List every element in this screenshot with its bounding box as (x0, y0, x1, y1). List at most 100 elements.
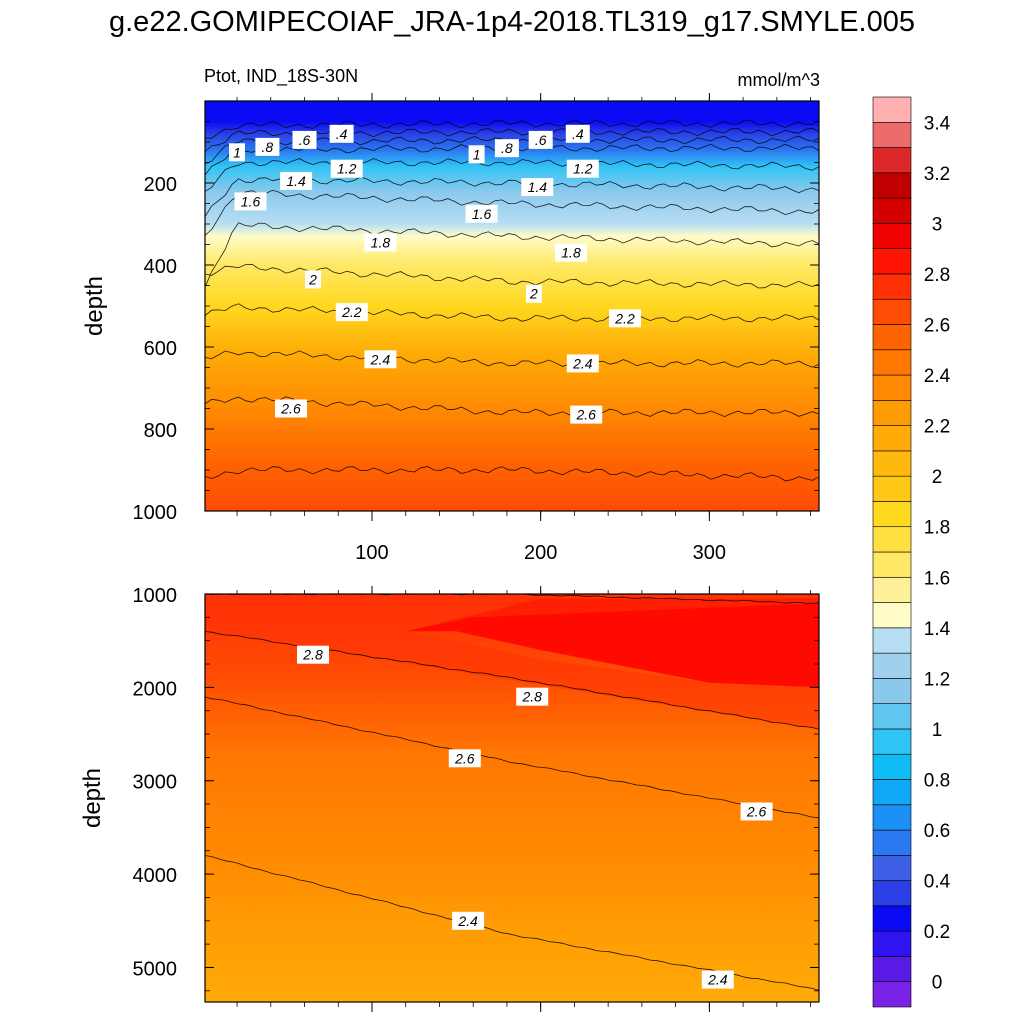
contour-label-text: 2.8 (521, 689, 542, 705)
contour-label-text: 2.2 (614, 310, 635, 326)
colorbar-swatch (872, 855, 912, 881)
contour-label-box (565, 124, 590, 143)
colorbar-label: 1.6 (924, 568, 950, 589)
colorbar-swatch (872, 425, 912, 452)
contour-label-text: 1 (233, 144, 241, 160)
colorbar-swatch (872, 576, 912, 603)
colorbar-label: 0.6 (924, 821, 950, 842)
contour-line-1.8 (205, 222, 819, 288)
colorbar-swatch (872, 273, 912, 300)
contour-label: 2.2 (335, 303, 368, 322)
contour-label: .8 (255, 137, 280, 156)
y-tick-label: 600 (144, 338, 177, 360)
contour-label: .8 (494, 139, 519, 158)
contour-label-text: 2.4 (370, 351, 391, 367)
contour-label-text: 2 (529, 286, 538, 302)
contour-label-text: 1 (473, 146, 481, 162)
contour-label-box (234, 192, 267, 211)
contour-label-box (468, 145, 485, 164)
colorbar-swatch (872, 880, 912, 907)
y-tick-label: 4000 (133, 865, 178, 887)
colorbar-label: 0.8 (924, 771, 950, 792)
colorbar-swatch (872, 172, 912, 199)
colorbar-label: 1 (932, 720, 943, 741)
contour-label: 1.4 (280, 171, 313, 190)
contour-label-text: 2.4 (572, 355, 593, 371)
contour-label-box (305, 270, 321, 289)
upper-field (205, 101, 819, 511)
contour-label-box (255, 137, 280, 156)
contour-label-box (740, 802, 773, 821)
contour-label-box (329, 124, 354, 143)
colorbar-label: 0 (932, 973, 943, 994)
contour-label-text: .8 (501, 140, 513, 156)
colorbar-swatch (872, 703, 912, 730)
contour-label: 1.2 (330, 159, 363, 178)
contour-label: 1.8 (364, 233, 397, 252)
colorbar-swatch (872, 96, 912, 123)
contour-label: 1.4 (521, 178, 554, 197)
contour-label: 1 (229, 143, 245, 162)
contour-label: 1.6 (234, 192, 267, 211)
contour-label: .6 (292, 130, 317, 149)
contour-label-box (280, 171, 313, 190)
colorbar-swatch (872, 450, 912, 477)
contour-label-box (465, 204, 498, 223)
lower-ylabel: depth (79, 768, 106, 828)
x-tick-label: 100 (355, 542, 388, 564)
colorbar-label: 3.2 (924, 164, 950, 185)
contour-label-box (521, 178, 554, 197)
contour-label: 2.2 (609, 309, 641, 328)
colorbar-label: 2.2 (924, 417, 950, 438)
x-tick-label: 200 (524, 542, 557, 564)
colorbar-swatch (872, 652, 912, 679)
contour-label-text: 2.6 (454, 750, 475, 766)
colorbar-label: 3 (932, 214, 943, 235)
colorbar-swatch (872, 248, 912, 275)
contour-label-text: 2.4 (457, 913, 478, 929)
contour-label-text: 2.6 (280, 401, 301, 417)
colorbar-swatch (872, 981, 912, 1008)
lower-panel: 2.82.82.62.62.42.4 10002000300040005000 … (79, 585, 820, 1012)
y-tick-label: 1000 (133, 502, 178, 524)
units-label: mmol/m^3 (737, 70, 820, 90)
contour-line-2.4 (205, 350, 819, 368)
colorbar-swatch (872, 804, 912, 831)
contour-label: 2.8 (516, 687, 549, 706)
contour-label-box (555, 243, 587, 262)
contour-label-box (364, 350, 397, 369)
contour-label: 2.6 (448, 749, 481, 768)
contour-label-text: .6 (299, 132, 311, 148)
contour-line-2.8 (205, 466, 819, 482)
y-tick-label: 2000 (133, 678, 178, 700)
contour-label-box (335, 303, 368, 322)
contour-label: .4 (565, 124, 590, 143)
lower-frame (204, 593, 820, 1003)
colorbar-label: 1.2 (924, 669, 950, 690)
contour-line-1.6 (205, 189, 819, 236)
colorbar-swatch (872, 678, 912, 704)
y-tick-label: 400 (144, 256, 177, 278)
contour-label-box (229, 143, 245, 162)
contour-label-box (528, 130, 553, 149)
upper-ylabel: depth (81, 276, 108, 336)
contour-label-box (701, 970, 734, 989)
contour-line-2.6 (205, 396, 819, 418)
contour-label: 2 (525, 284, 542, 303)
colorbar-swatch (872, 349, 912, 376)
contour-label-text: 2 (308, 271, 317, 287)
contour-label: 2.6 (740, 802, 773, 821)
y-tick-label: 800 (144, 420, 177, 442)
contour-label-text: 1.2 (337, 161, 357, 177)
contour-label-box (516, 687, 549, 706)
contour-label: 2 (305, 270, 321, 289)
colorbar-label: 3.4 (924, 113, 951, 134)
contour-label-text: 1.6 (472, 206, 492, 222)
contour-label-box (330, 159, 363, 178)
contour-label: 1.2 (566, 159, 599, 178)
contour-label-text: 2.6 (746, 804, 767, 820)
colorbar-swatch (872, 324, 912, 351)
contour-label-text: .8 (262, 139, 274, 155)
colorbar-swatch (872, 956, 912, 983)
